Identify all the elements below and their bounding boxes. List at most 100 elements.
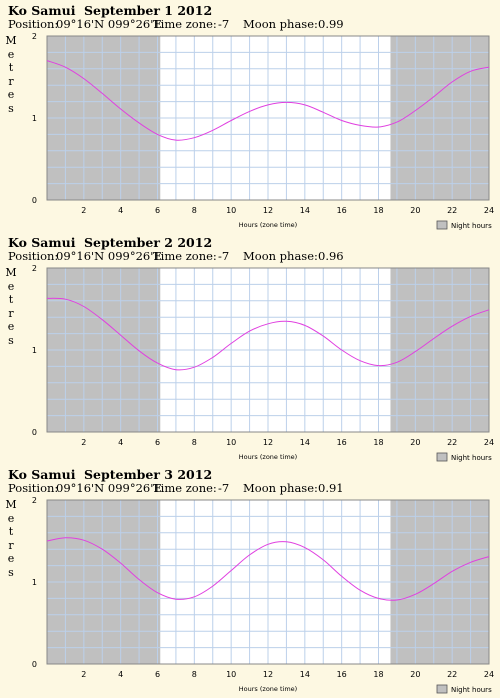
x-tick-label: 4 bbox=[118, 670, 123, 679]
x-tick-label: 8 bbox=[192, 206, 197, 215]
y-tick-label: 2 bbox=[32, 264, 37, 273]
moon-value: 0.99 bbox=[318, 17, 344, 31]
date-label: September 1 2012 bbox=[84, 3, 213, 18]
location-name: Ko Samui bbox=[8, 235, 76, 250]
x-tick-label: 2 bbox=[81, 670, 86, 679]
x-axis-label: Hours (zone time) bbox=[239, 453, 297, 461]
moon-value: 0.96 bbox=[318, 249, 344, 263]
x-tick-label: 6 bbox=[155, 206, 160, 215]
x-tick-label: 22 bbox=[447, 206, 457, 215]
x-tick-label: 18 bbox=[373, 206, 383, 215]
x-tick-label: 4 bbox=[118, 206, 123, 215]
x-tick-label: 20 bbox=[410, 438, 420, 447]
x-tick-label: 6 bbox=[155, 438, 160, 447]
x-tick-label: 20 bbox=[410, 206, 420, 215]
y-tick-label: 0 bbox=[32, 660, 37, 669]
legend-label: Night hours bbox=[451, 454, 492, 462]
plot-border bbox=[46, 499, 490, 665]
y-tick-label: 2 bbox=[32, 496, 37, 505]
y-tick-label: 1 bbox=[32, 578, 37, 587]
legend-swatch bbox=[436, 452, 448, 462]
moon-label: Moon phase: bbox=[243, 249, 318, 263]
position-value: 09°16'N 099°26'E bbox=[56, 17, 162, 31]
x-tick-label: 14 bbox=[300, 670, 310, 679]
x-tick-label: 12 bbox=[263, 438, 273, 447]
x-tick-label: 20 bbox=[410, 670, 420, 679]
x-tick-label: 2 bbox=[81, 206, 86, 215]
tide-curve bbox=[46, 537, 490, 601]
timezone-label: Time zone: bbox=[153, 249, 217, 263]
y-axis-label-letter: M bbox=[5, 34, 17, 47]
timezone-label: Time zone: bbox=[153, 17, 217, 31]
x-tick-label: 24 bbox=[484, 206, 494, 215]
legend-label: Night hours bbox=[451, 686, 492, 694]
x-tick-label: 16 bbox=[337, 670, 347, 679]
x-tick-label: 12 bbox=[263, 206, 273, 215]
x-tick-label: 10 bbox=[226, 438, 236, 447]
x-tick-label: 8 bbox=[192, 670, 197, 679]
x-axis-label: Hours (zone time) bbox=[239, 685, 297, 693]
x-tick-label: 22 bbox=[447, 670, 457, 679]
timezone-value: -7 bbox=[218, 17, 230, 31]
location-name: Ko Samui bbox=[8, 3, 76, 18]
panel-title: Ko Samui September 1 2012 bbox=[8, 3, 212, 18]
timezone-value: -7 bbox=[218, 249, 230, 263]
y-axis-label-letter: e bbox=[7, 88, 15, 101]
plot-border bbox=[46, 267, 490, 433]
x-tick-label: 14 bbox=[300, 206, 310, 215]
x-tick-label: 16 bbox=[337, 438, 347, 447]
y-tick-label: 2 bbox=[32, 32, 37, 41]
x-tick-label: 18 bbox=[373, 670, 383, 679]
x-tick-label: 10 bbox=[226, 206, 236, 215]
timezone-value: -7 bbox=[218, 481, 230, 495]
y-axis-label-letter: r bbox=[8, 306, 14, 320]
y-axis-label-letter: t bbox=[8, 525, 14, 538]
y-tick-label: 0 bbox=[32, 428, 37, 437]
x-tick-label: 6 bbox=[155, 670, 160, 679]
moon-value: 0.91 bbox=[318, 481, 344, 495]
x-tick-label: 4 bbox=[118, 438, 123, 447]
moon-label: Moon phase: bbox=[243, 481, 318, 495]
x-tick-label: 16 bbox=[337, 206, 347, 215]
position-label: Position: bbox=[8, 481, 59, 495]
y-tick-label: 0 bbox=[32, 196, 37, 205]
x-tick-label: 22 bbox=[447, 438, 457, 447]
y-axis-label-letter: r bbox=[8, 538, 14, 552]
y-axis-label-letter: s bbox=[8, 565, 14, 579]
x-tick-label: 12 bbox=[263, 670, 273, 679]
y-axis-label-letter: t bbox=[8, 293, 14, 306]
position-label: Position: bbox=[8, 17, 59, 31]
panel-title: Ko Samui September 3 2012 bbox=[8, 467, 212, 482]
y-tick-label: 1 bbox=[32, 346, 37, 355]
moon-label: Moon phase: bbox=[243, 17, 318, 31]
y-axis-label-letter: e bbox=[7, 552, 15, 565]
y-axis-label-letter: s bbox=[8, 333, 14, 347]
x-axis-label: Hours (zone time) bbox=[239, 221, 297, 229]
y-tick-label: 1 bbox=[32, 114, 37, 123]
location-name: Ko Samui bbox=[8, 467, 76, 482]
x-tick-label: 18 bbox=[373, 438, 383, 447]
x-tick-label: 24 bbox=[484, 438, 494, 447]
position-value: 09°16'N 099°26'E bbox=[56, 481, 162, 495]
timezone-label: Time zone: bbox=[153, 481, 217, 495]
legend-swatch bbox=[436, 220, 448, 230]
y-axis-label-letter: M bbox=[5, 266, 17, 279]
legend-swatch bbox=[436, 684, 448, 694]
y-axis-label-letter: e bbox=[7, 47, 15, 61]
tide-panel-1: Ko Samui September 1 2012 Position: 09°16'N… bbox=[0, 0, 500, 232]
y-axis-label-letter: e bbox=[7, 511, 15, 525]
date-label: September 3 2012 bbox=[84, 467, 213, 482]
y-axis-label-letter: e bbox=[7, 320, 15, 333]
legend-label: Night hours bbox=[451, 222, 492, 230]
plot-border bbox=[46, 35, 490, 201]
position-label: Position: bbox=[8, 249, 59, 263]
position-value: 09°16'N 099°26'E bbox=[56, 249, 162, 263]
x-tick-label: 24 bbox=[484, 670, 494, 679]
x-tick-label: 8 bbox=[192, 438, 197, 447]
